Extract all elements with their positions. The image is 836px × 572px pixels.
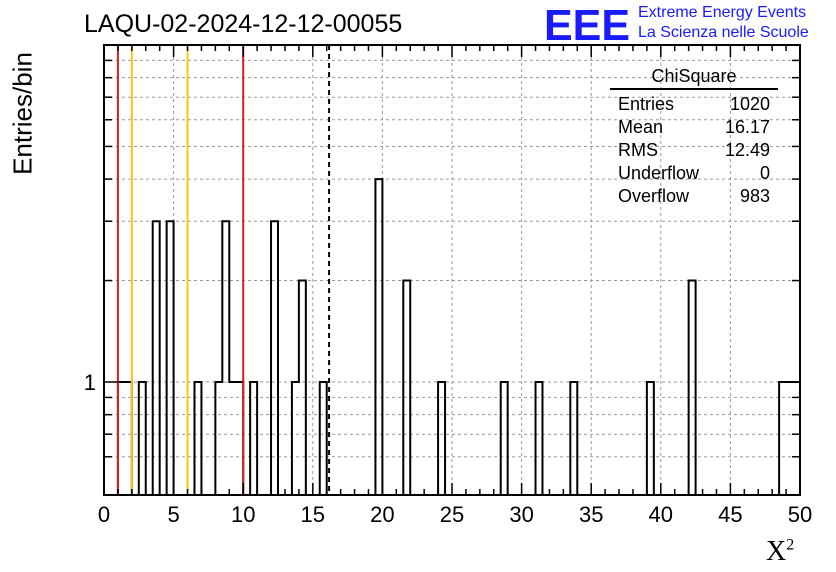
histogram-bin <box>292 382 299 495</box>
histogram-bin <box>236 382 243 495</box>
x-tick-label: 15 <box>301 502 325 527</box>
stats-label: Mean <box>618 117 664 137</box>
x-tick-label: 50 <box>788 502 812 527</box>
histogram-bin <box>139 382 146 495</box>
histogram-bin <box>779 382 786 495</box>
y-tick-label: 1 <box>84 370 96 395</box>
histogram-bin <box>501 382 508 495</box>
histogram-bin <box>793 382 800 495</box>
stats-value: 0 <box>759 163 770 183</box>
histogram-bin <box>118 382 125 495</box>
stats-label: Overflow <box>618 186 690 206</box>
stats-value: 983 <box>739 186 770 206</box>
histogram-bin <box>438 382 445 495</box>
histogram-bin <box>403 281 410 495</box>
x-tick-label: 35 <box>579 502 603 527</box>
stats-value: 1020 <box>729 94 770 114</box>
histogram-bin <box>689 281 696 495</box>
histogram-bin <box>570 382 577 495</box>
eee-logo: EEE <box>544 4 630 42</box>
stats-row-underflow: Underflow 0 <box>610 162 778 185</box>
x-tick-label: 5 <box>167 502 179 527</box>
x-axis-label-superscript: 2 <box>786 536 795 554</box>
histogram-bin <box>299 281 306 495</box>
stats-value: 12.49 <box>724 140 770 160</box>
stats-row-rms: RMS 12.49 <box>610 139 778 162</box>
chart-title: LAQU-02-2024-12-12-00055 <box>84 10 403 38</box>
stats-value: 16.17 <box>724 117 770 137</box>
histogram-bin <box>375 179 382 495</box>
histogram-bin <box>125 382 132 495</box>
histogram-bin <box>647 382 654 495</box>
histogram-bin <box>250 382 257 495</box>
stats-row-overflow: Overflow 983 <box>610 185 778 208</box>
brand-line-1: Extreme Energy Events <box>638 4 807 21</box>
histogram-bin <box>271 221 278 495</box>
histogram-bin <box>153 221 160 495</box>
axes <box>103 44 801 496</box>
x-tick-label: 0 <box>98 502 110 527</box>
tick-labels: 0 5 10 15 20 25 30 35 40 45 50 1 <box>84 370 812 527</box>
stats-label: Underflow <box>618 163 700 183</box>
histogram-bin <box>536 382 543 495</box>
stats-row-mean: Mean 16.17 <box>610 116 778 139</box>
brand-line-2: La Scienza nelle Scuole <box>638 24 809 41</box>
stats-label: RMS <box>618 140 658 160</box>
x-tick-label: 45 <box>718 502 742 527</box>
histogram-bin <box>786 382 793 495</box>
stats-box: ChiSquare Entries 1020 Mean 16.17 RMS 12… <box>610 66 778 208</box>
reference-lines <box>116 45 331 495</box>
x-tick-label: 30 <box>509 502 533 527</box>
eee-logo-text: EEE <box>544 4 630 42</box>
x-axis-label: X2 <box>766 536 794 568</box>
histogram-bin <box>194 382 201 495</box>
x-tick-label: 10 <box>231 502 255 527</box>
x-axis-label-base: X <box>766 536 787 567</box>
stats-label: Entries <box>618 94 675 114</box>
histogram-bin <box>320 382 327 495</box>
grid <box>104 45 800 495</box>
y-axis-label: Entries/bin <box>7 52 38 175</box>
histogram-bin <box>222 221 229 495</box>
x-tick-label: 40 <box>649 502 673 527</box>
x-tick-label: 25 <box>440 502 464 527</box>
stats-title: ChiSquare <box>610 66 778 90</box>
stats-row-entries: Entries 1020 <box>610 93 778 116</box>
histogram-bin <box>229 382 236 495</box>
histogram-bin <box>167 221 174 495</box>
histogram-bin <box>215 382 222 495</box>
x-tick-label: 20 <box>370 502 394 527</box>
